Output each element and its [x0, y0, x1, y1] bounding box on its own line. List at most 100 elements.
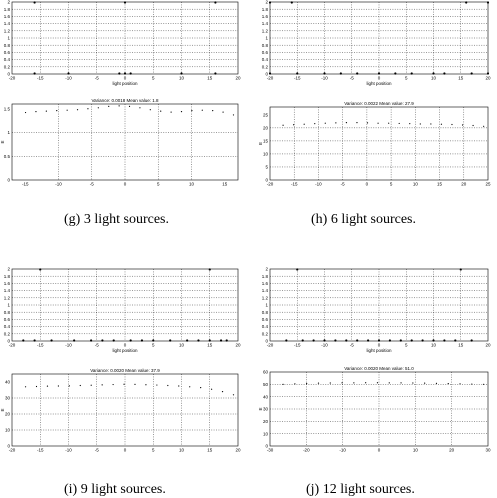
curve-point: [459, 383, 461, 385]
curve-point: [79, 384, 81, 387]
curve-point: [483, 383, 485, 385]
receiver-marker: [22, 339, 25, 342]
top-h-xtick: 15: [458, 76, 464, 81]
top-i-ytick: 1.8: [4, 274, 11, 279]
receiver-marker: [356, 72, 359, 75]
curve-point: [97, 107, 99, 109]
bottom-i-ytick: 20: [5, 412, 11, 417]
top-i-ytick: 0.2: [4, 331, 11, 336]
top-i-plot: -20 -15 -10 -5 0 5 10 15 20 0 0.2 0.4 0.6 0.8 1 1.2 1.4 1…: [4, 267, 241, 353]
light-source-marker: [33, 1, 36, 4]
light-source-marker: [459, 268, 462, 271]
top-g-plot: -20 -15 -10 -5 0 5 10 15 20 0 0.2 0.4 0.6 0.8 1 1.2 1.4 1…: [4, 0, 241, 86]
curve-point: [400, 382, 402, 384]
top-h-xtick: 0: [378, 76, 381, 81]
receiver-marker: [377, 72, 381, 75]
curve-point: [306, 382, 308, 385]
bottom-h-title: Variance: 0.0022 Mean value: 27.9: [344, 101, 414, 106]
bottom-j-ytick: 60: [263, 370, 269, 375]
bottom-i-xtick: 15: [207, 448, 213, 453]
caption-g: (g) 3 light sources.: [64, 212, 169, 227]
receiver-marker: [140, 339, 144, 342]
bottom-i-ylabel: E: [0, 408, 5, 411]
receiver-marker: [90, 339, 93, 342]
receiver-marker: [410, 339, 413, 342]
light-source-marker: [268, 1, 272, 4]
curve-point: [66, 109, 68, 111]
bottom-g-ylabel: E: [0, 140, 5, 143]
bottom-j-xtick: -20: [303, 448, 310, 453]
curve-point: [345, 122, 348, 124]
curve-point: [210, 388, 213, 390]
top-h-ytick: 1.6: [262, 14, 269, 19]
bottom-j-xtick: 20: [449, 448, 455, 453]
bottom-g-xtick: -15: [22, 182, 29, 187]
receiver-marker: [356, 339, 359, 342]
top-h-ytick: 0.4: [262, 57, 269, 62]
top-j-xtick: 20: [485, 343, 491, 348]
curve-point: [112, 383, 114, 386]
curve-point: [440, 123, 443, 125]
curve-point: [191, 110, 193, 112]
top-j-xtick: -20: [267, 343, 274, 348]
curve-point: [329, 382, 331, 384]
curve-point: [409, 123, 411, 125]
bottom-g-xtick: 10: [189, 182, 195, 187]
top-j-plot: -20 -15 -10 -5 0 5 10 15 20 0 0.2 0.4 0.6 0.8 1 1.2 1.4 1…: [262, 267, 491, 353]
top-j-ytick: 1: [265, 303, 268, 308]
bottom-j-ytick: 20: [263, 419, 269, 424]
curve-point: [189, 386, 191, 388]
curve-point: [430, 123, 432, 125]
light-source-marker: [465, 1, 468, 4]
curve-point: [447, 382, 449, 385]
bottom-g-ytick: 0.5: [4, 154, 11, 159]
bottom-g-plot: -15 -10 -5 0 5 10 15 0 0.5 1 1.5 Variance: 0.0018 M…: [0, 98, 239, 187]
curve-point: [472, 124, 474, 127]
bottom-h-xtick: 0: [366, 182, 369, 187]
top-g-xtick: -15: [37, 76, 44, 81]
receiver-marker: [470, 339, 473, 342]
bottom-j-ytick: 50: [263, 382, 269, 387]
receiver-marker: [208, 339, 211, 342]
receiver-marker: [180, 72, 183, 75]
receiver-marker: [129, 72, 132, 75]
top-h-xtick: 10: [431, 76, 437, 81]
curve-point: [461, 124, 464, 126]
bottom-h-ytick: 25: [263, 112, 269, 117]
bottom-i-xtick: -10: [65, 448, 72, 453]
bottom-h-xtick: -5: [341, 182, 345, 187]
top-g-xtick: -5: [95, 76, 99, 81]
receiver-marker: [101, 339, 104, 342]
top-j-ytick: 1.6: [262, 281, 269, 286]
receiver-marker: [470, 72, 473, 75]
caption-h: (h) 6 light sources.: [311, 212, 416, 227]
curve-point: [145, 384, 147, 386]
curve-point: [178, 385, 180, 387]
curve-point: [294, 383, 296, 385]
curve-point: [35, 385, 38, 388]
top-h-ytick: 1.4: [262, 21, 269, 26]
top-g-xtick: 15: [207, 76, 213, 81]
curve-point: [35, 111, 37, 113]
bottom-i-title: Variance: 0.0020 Mean value: 37.9: [90, 368, 160, 373]
top-j-xtick: 10: [431, 343, 437, 348]
bottom-i-xtick: -15: [37, 448, 44, 453]
receiver-marker: [410, 72, 413, 75]
bottom-i-xtick: -5: [95, 448, 99, 453]
receiver-marker: [268, 72, 272, 75]
top-h-ytick: 1.8: [262, 7, 269, 12]
caption-i: (i) 9 light sources.: [64, 482, 166, 497]
curve-point: [24, 111, 27, 114]
curve-point: [45, 110, 47, 112]
bottom-h-xtick: 5: [390, 182, 393, 187]
curve-point: [123, 383, 125, 385]
curve-point: [212, 110, 214, 112]
top-j-ytick: 2: [265, 267, 268, 272]
curve-point: [483, 125, 485, 127]
top-h-ytick: 0.2: [262, 64, 269, 69]
bottom-j-title: Variance: 0.0020 Mean value: 51.0: [344, 366, 414, 371]
bottom-j-plot: -30 -20 -10 0 10 20 30 0 10 20 30 40 50 60 Variance: 0…: [258, 366, 491, 453]
top-h-ytick: 2: [265, 0, 268, 5]
top-g-ytick: 1: [7, 36, 10, 41]
bottom-g-frame: [11, 103, 239, 181]
